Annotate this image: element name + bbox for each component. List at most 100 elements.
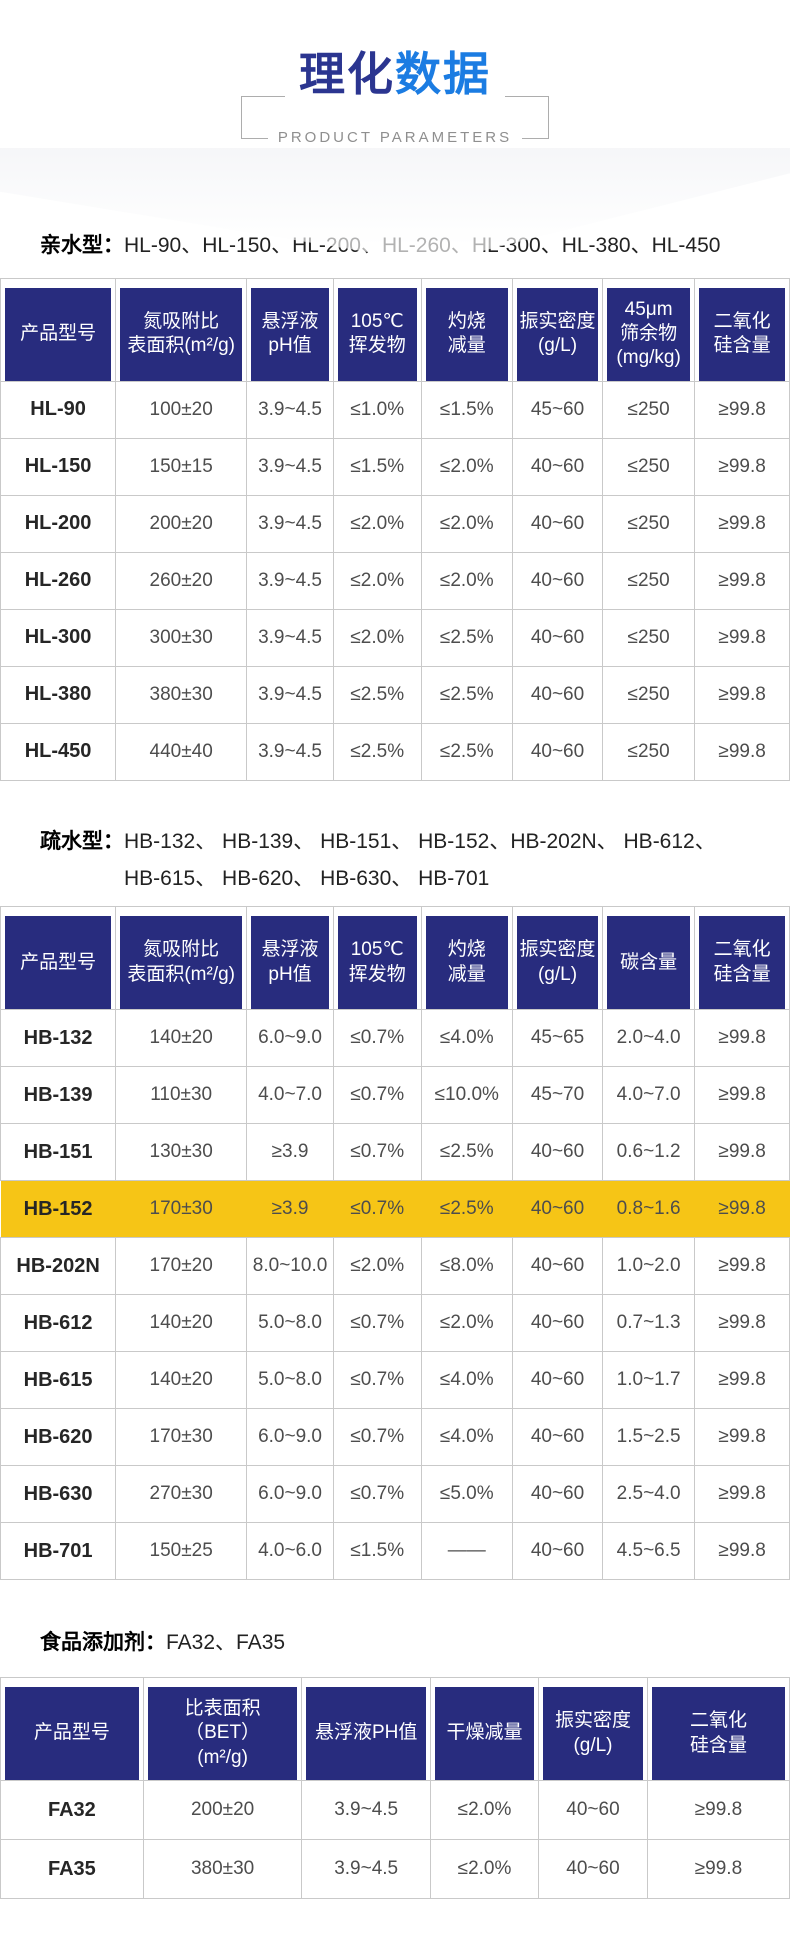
table-cell: ≤0.7% [332,1294,422,1353]
product-model: HL-150 [0,437,117,496]
table-row: HB-620 170±30 6.0~9.0 ≤0.7% ≤4.0% 40~60 1.5~2.… [0,1408,790,1467]
table-cell: ≥99.8 [694,1066,790,1125]
table-cell: 200±20 [115,494,248,553]
column-header: 105℃ 挥发物 [332,906,422,1011]
table-cell: ≤250 [601,380,696,439]
table-cell: ≥99.8 [694,1408,790,1467]
table-row: HL-200 200±20 3.9~4.5 ≤2.0% ≤2.0% 40~60 ≤250 ≥9… [0,494,790,553]
product-model: HB-202N [0,1237,117,1296]
table-cell: ≥3.9 [246,1123,334,1182]
table-cell: ≤0.7% [332,1066,422,1125]
column-header: 灼烧 减量 [420,277,514,382]
table-cell: ≤0.7% [332,1408,422,1467]
table-cell: ≤2.5% [420,1123,514,1182]
table-header-row: 产品型号 氮吸附比 表面积(m²/g) 悬浮液 pH值 105℃ 挥发物 灼烧 减量 振实… [0,277,790,382]
column-header: 氮吸附比 表面积(m²/g) [115,906,248,1011]
table-cell: ≥99.8 [694,1465,790,1524]
table-header-row: 产品型号 比表面积（BET） (m²/g) 悬浮液PH值 干燥减量 振实密度 (g/L)… [0,1677,790,1781]
column-header: 碳含量 [601,906,696,1011]
table-cell: 150±15 [115,437,248,496]
food-additive-table: 产品型号 比表面积（BET） (m²/g) 悬浮液PH值 干燥减量 振实密度 (g/L)… [0,1677,790,1899]
table-cell: 200±20 [142,1780,303,1840]
table-cell: ≥3.9 [246,1180,334,1239]
table-cell: ≤2.5% [332,722,422,781]
table-cell: ≤1.5% [420,380,514,439]
table-row: HB-139 110±30 4.0~7.0 ≤0.7% ≤10.0% 45~70 4.0~7… [0,1066,790,1125]
title-text-primary: 理化 [299,48,395,100]
table-cell: 40~60 [512,1180,603,1239]
section-label: 疏水型： [40,829,124,853]
table-cell: ≤5.0% [420,1465,514,1524]
table-cell: ≤250 [601,608,696,667]
column-header: 产品型号 [0,277,117,382]
table-cell: 40~60 [512,1522,603,1581]
table-cell: 40~60 [512,494,603,553]
column-header: 105℃ 挥发物 [332,277,422,382]
table-cell: 45~60 [512,380,603,439]
column-header: 二氧化 硅含量 [646,1677,790,1781]
table-cell: 3.9~4.5 [246,722,334,781]
table-cell: 130±30 [115,1123,248,1182]
product-model: HB-612 [0,1294,117,1353]
product-model: HB-630 [0,1465,117,1524]
table-cell: 1.5~2.5 [601,1408,696,1467]
table-cell: 4.0~7.0 [246,1066,334,1125]
table-row: HB-701 150±25 4.0~6.0 ≤1.5% —— 40~60 4.5~6.5 ≥9… [0,1522,790,1581]
table-header-row: 产品型号 氮吸附比 表面积(m²/g) 悬浮液 pH值 105℃ 挥发物 灼烧 减量 振实… [0,906,790,1011]
title-text-secondary: 数据 [395,48,491,100]
table-cell: 2.5~4.0 [601,1465,696,1524]
column-header: 悬浮液 pH值 [246,906,334,1011]
table-cell: 0.6~1.2 [601,1123,696,1182]
column-header: 振实密度 (g/L) [512,277,603,382]
table-cell: ≥99.8 [694,1180,790,1239]
table-cell: ≤4.0% [420,1009,514,1068]
table-cell: 40~60 [512,551,603,610]
product-model: HL-90 [0,380,117,439]
table-cell: ≥99.8 [694,665,790,724]
table-cell: 40~60 [512,1123,603,1182]
table-cell: 45~70 [512,1066,603,1125]
column-header: 二氧化 硅含量 [694,277,790,382]
table-cell: ≤2.0% [429,1839,540,1899]
table-cell: 270±30 [115,1465,248,1524]
table-cell: 40~60 [538,1780,648,1840]
section-label: 亲水型： [40,234,124,257]
table-cell: 45~65 [512,1009,603,1068]
table-row: HB-612 140±20 5.0~8.0 ≤0.7% ≤2.0% 40~60 0.7~1.… [0,1294,790,1353]
table-cell: 2.0~4.0 [601,1009,696,1068]
table-cell: ≤250 [601,722,696,781]
table-cell: ≤2.0% [332,1237,422,1296]
table-cell: ≤0.7% [332,1351,422,1410]
table-cell: 3.9~4.5 [246,437,334,496]
hydrophilic-table: 产品型号 氮吸附比 表面积(m²/g) 悬浮液 pH值 105℃ 挥发物 灼烧 减量 振实… [0,277,790,781]
column-header: 产品型号 [0,906,117,1011]
table-cell: ≥99.8 [646,1839,790,1899]
column-header: 悬浮液 pH值 [246,277,334,382]
page-header: 理化数据 PRODUCT PARAMETERS [0,0,790,263]
product-model: HB-139 [0,1066,117,1125]
table-cell: —— [420,1522,514,1581]
table-cell: 6.0~9.0 [246,1009,334,1068]
table-cell: 40~60 [512,1351,603,1410]
table-cell: ≤250 [601,437,696,496]
table-cell: ≥99.8 [694,1009,790,1068]
table-cell: 3.9~4.5 [246,551,334,610]
table-cell: ≤1.5% [332,1522,422,1581]
table-cell: 300±30 [115,608,248,667]
table-cell: ≤2.5% [332,665,422,724]
table-row: HL-150 150±15 3.9~4.5 ≤1.5% ≤2.0% 40~60 ≤250 ≥9… [0,437,790,496]
table-cell: ≤4.0% [420,1351,514,1410]
table-cell: ≥99.8 [694,551,790,610]
table-cell: 440±40 [115,722,248,781]
table-cell: 170±30 [115,1408,248,1467]
product-model: HL-260 [0,551,117,610]
table-cell: 110±30 [115,1066,248,1125]
table-cell: 5.0~8.0 [246,1294,334,1353]
table-cell: ≥99.8 [694,494,790,553]
table-cell: ≥99.8 [694,1351,790,1410]
section-title-hydrophobic: 疏水型：HB-132、 HB-139、 HB-151、 HB-152、HB-20… [40,824,790,898]
page-title-text: 理化数据 [285,48,505,100]
table-row: HL-380 380±30 3.9~4.5 ≤2.5% ≤2.5% 40~60 ≤250 ≥9… [0,665,790,724]
table-cell: ≤2.0% [420,494,514,553]
